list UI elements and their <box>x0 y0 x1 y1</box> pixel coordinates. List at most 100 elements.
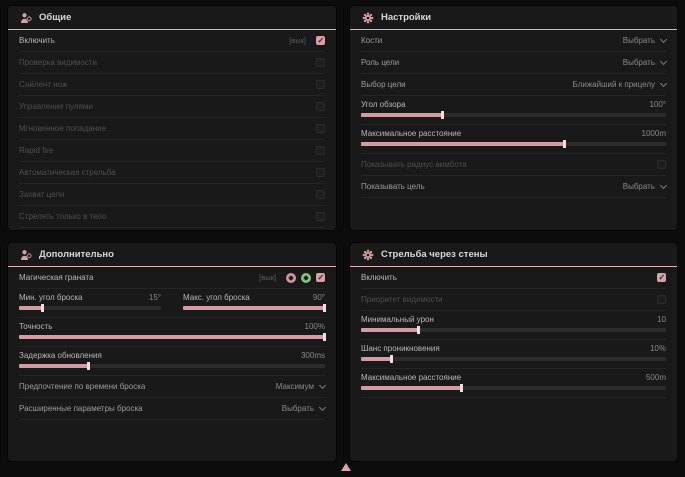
dropdown-label: Расширенные параметры броска <box>19 404 143 413</box>
slider-thumb[interactable] <box>323 304 326 312</box>
toggle-label: Показывать радиус аимбота <box>361 160 467 169</box>
panel-title: Дополнительно <box>39 249 114 260</box>
toggle-label: Магическая граната <box>19 273 94 282</box>
aimbot-icon <box>20 12 32 24</box>
keybind-hint: [вык] <box>259 273 276 282</box>
chevron-down-icon <box>318 381 327 390</box>
max-throw-angle-slider[interactable] <box>183 304 326 312</box>
slider-thumb[interactable] <box>563 140 567 148</box>
bones-dropdown[interactable]: Выбрать <box>623 35 668 45</box>
penetration-chance-slider[interactable] <box>361 355 666 363</box>
chevron-down-icon <box>659 181 668 190</box>
gear-icon <box>362 249 374 261</box>
slider-value: 10 <box>657 315 666 324</box>
slider-label: Максимальное расстояние <box>361 129 462 138</box>
scroll-indicator <box>341 463 351 471</box>
dropdown-label: Роль цели <box>361 58 400 67</box>
dropdown-label: Выбор цели <box>361 80 406 89</box>
checkbox[interactable] <box>316 58 325 67</box>
toggle-row: Сайлент нож <box>19 74 325 96</box>
slider-row-penetration-chance: Шанс проникновения 10% <box>361 340 666 369</box>
dropdown-row-show-target: Показывать цель Выбрать <box>361 176 668 198</box>
slider-thumb[interactable] <box>389 355 393 363</box>
panel-wallbang: Стрельба через стены Включить Приоритет … <box>350 243 677 461</box>
checkbox[interactable] <box>316 146 325 155</box>
checkbox[interactable] <box>316 273 325 282</box>
panel-settings-header: Настройки <box>350 6 677 30</box>
update-delay-slider[interactable] <box>19 362 325 370</box>
fov-slider[interactable] <box>361 111 666 119</box>
min-damage-slider[interactable] <box>361 326 666 334</box>
slider-thumb[interactable] <box>416 326 420 334</box>
dropdown-row-target-select: Выбор цели Ближайший к прицелу <box>361 74 668 96</box>
slider-label: Макс. угол броска <box>183 293 250 302</box>
throw-time-dropdown[interactable]: Максимум <box>275 381 327 391</box>
checkbox[interactable] <box>316 124 325 133</box>
toggle-row: Управление пулями <box>19 96 325 118</box>
toggle-label: Мгновенное попадание <box>19 124 107 133</box>
toggle-label: Включить <box>19 36 55 45</box>
toggle-row-enable: Включить <box>361 267 666 289</box>
panel-wallbang-header: Стрельба через стены <box>350 243 677 267</box>
slider-value: 500m <box>645 373 666 382</box>
slider-row-fov: Угол обзора 100° <box>361 96 666 125</box>
dropdown-value: Выбрать <box>622 182 655 191</box>
checkbox[interactable] <box>657 160 666 169</box>
checkbox[interactable] <box>316 80 325 89</box>
show-target-dropdown[interactable]: Выбрать <box>622 181 668 191</box>
checkbox[interactable] <box>316 36 325 45</box>
toggle-row-enable: Включить [вык] <box>19 30 325 52</box>
checkbox[interactable] <box>316 212 325 221</box>
checkbox[interactable] <box>316 168 325 177</box>
checkbox[interactable] <box>316 190 325 199</box>
checkbox[interactable] <box>657 295 666 304</box>
advanced-throw-dropdown[interactable]: Выбрать <box>282 403 327 413</box>
slider-label: Максимальное расстояние <box>361 373 462 382</box>
checkbox[interactable] <box>657 273 666 282</box>
slider-thumb[interactable] <box>87 362 91 370</box>
chevron-down-icon <box>659 57 668 66</box>
toggle-row-show-radius: Показывать радиус аимбота <box>361 154 666 176</box>
toggle-label: Проверка видимости <box>19 58 97 67</box>
toggle-row-magic-grenade: Магическая граната [вык] <box>19 267 325 289</box>
slider-row-min-damage: Минимальный урон 10 <box>361 311 666 340</box>
dropdown-label: Кости <box>361 36 383 45</box>
dropdown-row-throw-time: Предпочтение по времени броска Максимум <box>19 376 327 398</box>
panel-settings: Настройки Кости Выбрать Роль цели Выбрат… <box>350 6 677 230</box>
slider-value: 90° <box>312 293 325 302</box>
slider-value: 100° <box>649 100 666 109</box>
dropdown-value: Максимум <box>275 382 314 391</box>
toggle-label: Приоритет видимости <box>361 295 443 304</box>
slider-thumb[interactable] <box>323 333 326 341</box>
dropdown-value: Ближайший к прицелу <box>572 80 655 89</box>
panel-additional: Дополнительно Магическая граната [вык] М… <box>8 243 336 461</box>
slider-value: 15° <box>148 293 161 302</box>
slider-thumb[interactable] <box>459 384 463 392</box>
mini-gear-icon[interactable] <box>301 272 311 283</box>
toggle-row: Rapid fire <box>19 140 325 162</box>
gear-icon <box>362 12 374 24</box>
toggle-row: Стрелять только в тело <box>19 206 325 228</box>
toggle-label: Захват цели <box>19 190 65 199</box>
wall-max-distance-slider[interactable] <box>361 384 666 392</box>
slider-thumb[interactable] <box>41 304 45 312</box>
toggle-row: Проверка видимости <box>19 52 325 74</box>
panel-additional-header: Дополнительно <box>8 243 336 267</box>
panel-title: Настройки <box>381 12 432 23</box>
accuracy-slider[interactable] <box>19 333 326 341</box>
checkbox[interactable] <box>316 102 325 111</box>
dropdown-label: Предпочтение по времени броска <box>19 382 146 391</box>
color-picker-icon[interactable] <box>286 272 296 283</box>
target-role-dropdown[interactable]: Выбрать <box>622 57 668 67</box>
target-select-dropdown[interactable]: Ближайший к прицелу <box>572 79 668 89</box>
min-throw-angle-slider[interactable] <box>19 304 161 312</box>
slider-thumb[interactable] <box>441 111 445 119</box>
max-distance-slider[interactable] <box>361 140 666 148</box>
toggle-row: Мгновенное попадание <box>19 118 325 140</box>
toggle-label: Автоматическая стрельба <box>19 168 116 177</box>
panel-title: Стрельба через стены <box>381 249 488 260</box>
keybind-hint: [вык] <box>289 36 306 45</box>
slider-row-accuracy: Точность 100% <box>19 318 326 347</box>
slider-label: Шанс проникновения <box>361 344 440 353</box>
dropdown-value: Выбрать <box>622 58 655 67</box>
